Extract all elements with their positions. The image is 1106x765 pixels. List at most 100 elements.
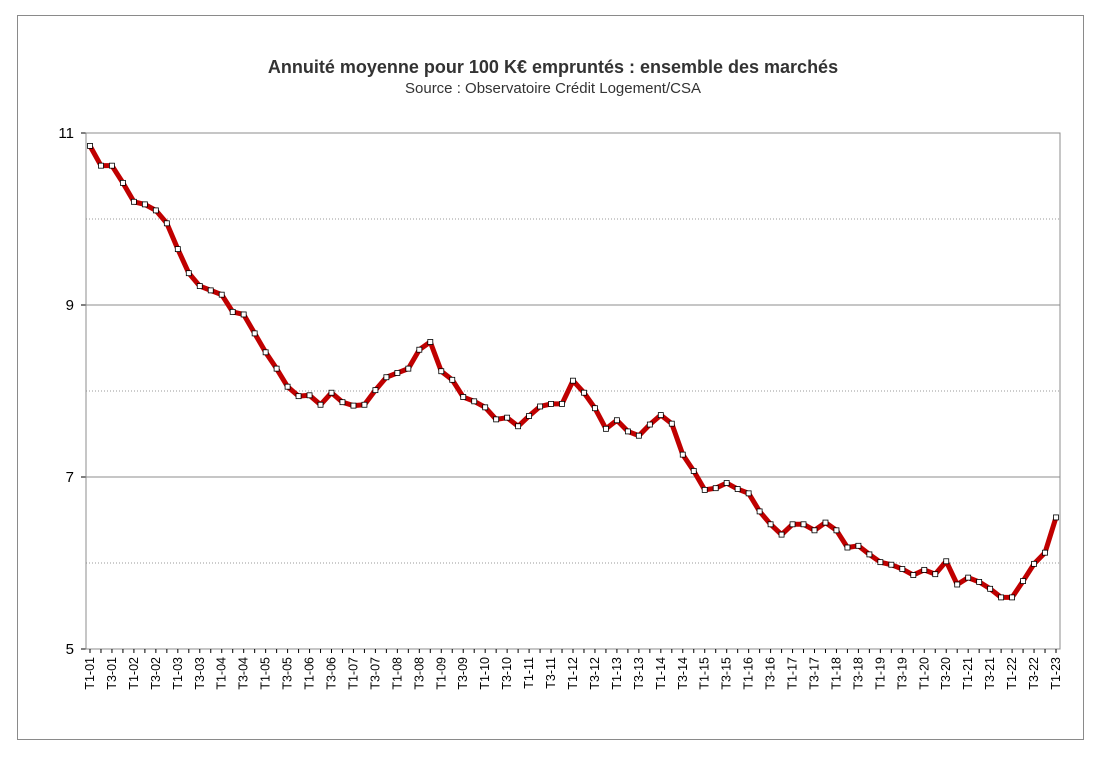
data-point: [745, 490, 752, 497]
data-point: [570, 377, 576, 384]
data-point: [438, 368, 445, 375]
series-line: [87, 144, 1059, 600]
data-point: [811, 527, 818, 534]
data-point: [559, 400, 565, 407]
y-tick-label: 7: [66, 469, 74, 486]
data-point: [339, 399, 346, 406]
data-point: [482, 404, 489, 411]
data-point: [635, 432, 642, 439]
x-tick-label: T1-05: [259, 657, 273, 690]
x-tick-label: T3-17: [808, 657, 822, 690]
x-tick-label: T1-11: [522, 657, 536, 689]
x-tick-label: T3-03: [193, 657, 207, 690]
x-tick-label: T1-17: [786, 657, 800, 690]
x-tick-label: T1-23: [1049, 657, 1063, 690]
x-tick-label: T3-08: [412, 657, 426, 690]
data-point: [932, 571, 939, 578]
data-point: [1031, 560, 1037, 567]
data-point: [120, 179, 126, 186]
data-point: [614, 417, 620, 424]
x-tick-label: T1-10: [478, 657, 492, 690]
x-tick-label: T3-07: [368, 657, 382, 690]
x-tick-label: T1-20: [917, 657, 931, 690]
data-point: [592, 405, 598, 412]
data-point: [317, 401, 324, 408]
data-point: [416, 346, 423, 353]
data-point: [163, 220, 170, 227]
data-point: [131, 198, 137, 205]
data-point: [174, 246, 181, 253]
data-point: [460, 394, 467, 400]
data-point: [943, 558, 950, 565]
data-point: [800, 521, 807, 528]
data-point: [581, 389, 587, 396]
x-tick-label: T3-15: [720, 657, 734, 690]
x-tick-label: T1-09: [434, 657, 448, 690]
x-tick-label: T1-22: [1005, 657, 1019, 690]
data-point: [1009, 594, 1015, 601]
x-tick-label: T1-06: [303, 657, 317, 690]
data-point: [855, 542, 862, 549]
data-point: [361, 401, 368, 408]
data-point: [734, 486, 741, 492]
data-point: [240, 311, 247, 318]
data-point: [1020, 578, 1026, 584]
data-point: [427, 339, 434, 345]
data-point: [526, 413, 532, 419]
x-tick-label: T3-06: [325, 657, 339, 690]
data-point: [822, 519, 829, 526]
x-tick-label: T1-19: [873, 657, 887, 690]
chart-frame: [17, 15, 1084, 740]
x-tick-label: T3-22: [1027, 657, 1041, 690]
data-point: [196, 283, 203, 289]
data-point: [372, 387, 379, 394]
x-tick-label: T3-09: [456, 657, 470, 690]
x-tick-label: T1-13: [610, 657, 624, 690]
data-point: [548, 400, 554, 407]
x-tick-label: T3-14: [676, 657, 690, 690]
x-tick-label: T3-10: [500, 657, 514, 690]
data-point: [515, 423, 522, 430]
data-point: [954, 581, 961, 588]
data-point: [295, 393, 302, 400]
data-point: [603, 425, 609, 432]
x-tick-label: T3-13: [632, 657, 646, 690]
data-point: [767, 521, 774, 528]
data-point: [910, 572, 917, 578]
chart-title: Annuité moyenne pour 100 K€ empruntés : …: [267, 57, 839, 77]
data-point: [899, 566, 906, 572]
data-point: [405, 365, 412, 372]
data-point: [251, 330, 258, 337]
data-point: [756, 508, 763, 515]
data-point: [921, 566, 928, 573]
x-tick-label: T3-02: [149, 657, 163, 690]
x-tick-label: T1-21: [961, 657, 975, 690]
data-point: [646, 421, 653, 428]
x-tick-label: T1-12: [566, 657, 580, 690]
data-point: [394, 370, 401, 376]
data-point: [284, 383, 291, 390]
data-point: [1042, 549, 1048, 556]
data-point: [679, 451, 686, 458]
x-tick-label: T1-16: [742, 657, 756, 690]
data-point: [306, 392, 313, 399]
data-point: [723, 480, 730, 486]
data-point: [262, 349, 269, 356]
x-tick-label: T3-19: [895, 657, 909, 690]
data-point: [965, 574, 972, 581]
y-tick-label: 11: [58, 125, 74, 142]
data-point: [98, 162, 104, 169]
x-tick-label: T1-03: [171, 657, 185, 690]
x-tick-label: T1-01: [83, 657, 97, 690]
data-point: [152, 207, 159, 214]
data-point: [624, 428, 631, 435]
data-point: [987, 585, 994, 592]
data-point: [844, 544, 851, 551]
x-tick-label: T3-16: [764, 657, 778, 690]
x-tick-label: T3-04: [237, 657, 251, 690]
chart-subtitle: Source : Observatoire Crédit Logement/CS…: [405, 80, 701, 97]
data-point: [328, 389, 335, 396]
data-point: [789, 521, 796, 528]
data-point: [877, 559, 884, 566]
